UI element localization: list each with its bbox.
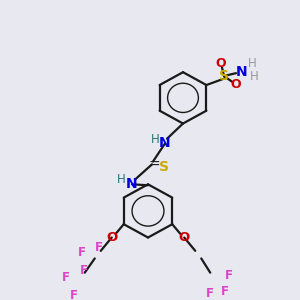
- Text: F: F: [221, 285, 229, 298]
- Text: O: O: [178, 231, 190, 244]
- Text: H: H: [248, 57, 256, 70]
- Text: H: H: [250, 70, 258, 83]
- Text: O: O: [216, 57, 226, 70]
- Text: F: F: [78, 246, 86, 259]
- Text: O: O: [231, 78, 241, 91]
- Text: F: F: [225, 269, 233, 282]
- Text: S: S: [159, 160, 169, 174]
- Text: =: =: [148, 158, 160, 172]
- Text: N: N: [126, 177, 138, 191]
- Text: F: F: [62, 271, 70, 284]
- Text: H: H: [151, 133, 159, 146]
- Text: F: F: [206, 287, 214, 300]
- Text: S: S: [219, 69, 229, 83]
- Text: H: H: [117, 173, 125, 186]
- Text: O: O: [106, 231, 117, 244]
- Text: F: F: [95, 241, 103, 254]
- Text: F: F: [80, 264, 88, 277]
- Text: N: N: [159, 136, 171, 151]
- Text: F: F: [70, 289, 78, 300]
- Text: N: N: [236, 65, 248, 79]
